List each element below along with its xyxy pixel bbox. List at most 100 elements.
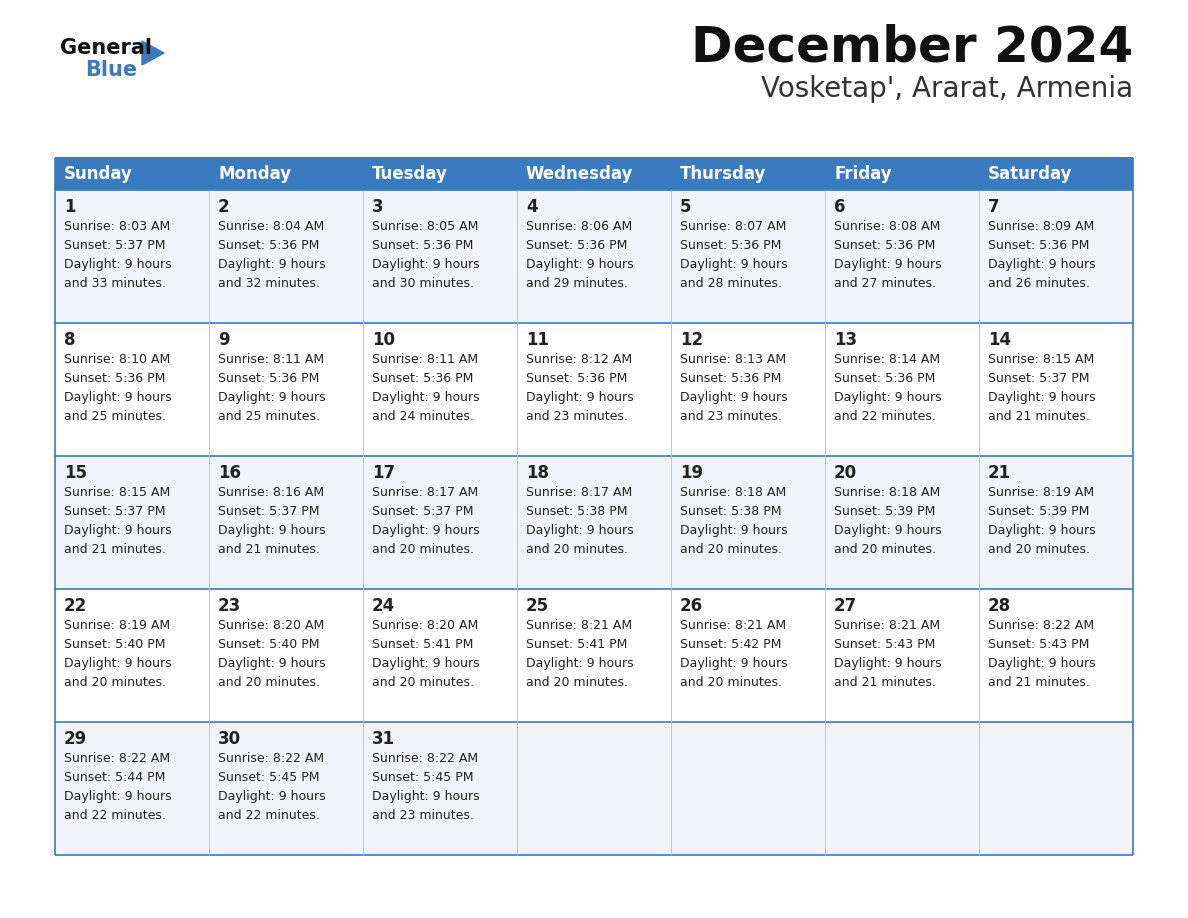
Text: Sunrise: 8:11 AM: Sunrise: 8:11 AM — [219, 353, 324, 366]
Text: Daylight: 9 hours: Daylight: 9 hours — [988, 258, 1095, 271]
Text: Sunrise: 8:21 AM: Sunrise: 8:21 AM — [834, 619, 940, 632]
Text: and 30 minutes.: and 30 minutes. — [372, 277, 474, 290]
Bar — [55, 190, 209, 323]
Text: Sunrise: 8:15 AM: Sunrise: 8:15 AM — [64, 486, 170, 499]
Text: 27: 27 — [834, 597, 858, 615]
Text: Daylight: 9 hours: Daylight: 9 hours — [64, 657, 171, 670]
Text: Sunrise: 8:19 AM: Sunrise: 8:19 AM — [988, 486, 1094, 499]
Text: Sunset: 5:38 PM: Sunset: 5:38 PM — [680, 505, 782, 518]
Text: and 23 minutes.: and 23 minutes. — [372, 809, 474, 822]
Text: 7: 7 — [988, 198, 999, 216]
Text: Sunset: 5:36 PM: Sunset: 5:36 PM — [372, 239, 473, 252]
Text: Daylight: 9 hours: Daylight: 9 hours — [526, 391, 633, 404]
Bar — [979, 158, 1133, 190]
Text: Sunrise: 8:15 AM: Sunrise: 8:15 AM — [988, 353, 1094, 366]
Text: Sunset: 5:36 PM: Sunset: 5:36 PM — [988, 239, 1089, 252]
Bar — [671, 190, 824, 323]
Text: and 21 minutes.: and 21 minutes. — [988, 410, 1089, 423]
Text: Sunrise: 8:22 AM: Sunrise: 8:22 AM — [988, 619, 1094, 632]
Text: 11: 11 — [526, 331, 549, 349]
Text: Sunset: 5:42 PM: Sunset: 5:42 PM — [680, 638, 782, 651]
Text: Sunset: 5:43 PM: Sunset: 5:43 PM — [988, 638, 1089, 651]
Text: Sunrise: 8:18 AM: Sunrise: 8:18 AM — [680, 486, 786, 499]
Text: and 29 minutes.: and 29 minutes. — [526, 277, 628, 290]
Bar — [209, 158, 364, 190]
Text: and 22 minutes.: and 22 minutes. — [834, 410, 936, 423]
Text: Thursday: Thursday — [680, 165, 766, 183]
Text: Sunrise: 8:03 AM: Sunrise: 8:03 AM — [64, 220, 170, 233]
Bar — [517, 589, 671, 722]
Text: Sunrise: 8:04 AM: Sunrise: 8:04 AM — [219, 220, 324, 233]
Bar — [517, 190, 671, 323]
Bar — [824, 323, 979, 456]
Bar — [671, 323, 824, 456]
Text: and 20 minutes.: and 20 minutes. — [372, 543, 474, 556]
Bar — [209, 722, 364, 855]
Bar — [824, 722, 979, 855]
Bar — [55, 456, 209, 589]
Text: Sunrise: 8:10 AM: Sunrise: 8:10 AM — [64, 353, 170, 366]
Text: Blue: Blue — [86, 60, 137, 80]
Bar — [824, 456, 979, 589]
Text: Sunday: Sunday — [64, 165, 133, 183]
Text: 21: 21 — [988, 464, 1011, 482]
Text: Daylight: 9 hours: Daylight: 9 hours — [834, 524, 942, 537]
Text: Daylight: 9 hours: Daylight: 9 hours — [219, 258, 326, 271]
Bar — [671, 456, 824, 589]
Bar — [364, 722, 517, 855]
Text: Daylight: 9 hours: Daylight: 9 hours — [219, 524, 326, 537]
Text: Sunset: 5:37 PM: Sunset: 5:37 PM — [988, 372, 1089, 385]
Bar — [824, 158, 979, 190]
Text: Sunrise: 8:08 AM: Sunrise: 8:08 AM — [834, 220, 941, 233]
Text: 3: 3 — [372, 198, 384, 216]
Text: 5: 5 — [680, 198, 691, 216]
Text: and 21 minutes.: and 21 minutes. — [64, 543, 166, 556]
Text: Sunset: 5:40 PM: Sunset: 5:40 PM — [64, 638, 165, 651]
Text: Sunset: 5:36 PM: Sunset: 5:36 PM — [680, 239, 782, 252]
Text: Sunrise: 8:18 AM: Sunrise: 8:18 AM — [834, 486, 940, 499]
Text: Sunset: 5:41 PM: Sunset: 5:41 PM — [526, 638, 627, 651]
Text: Daylight: 9 hours: Daylight: 9 hours — [834, 258, 942, 271]
Text: and 23 minutes.: and 23 minutes. — [526, 410, 628, 423]
Bar — [364, 589, 517, 722]
Text: and 20 minutes.: and 20 minutes. — [988, 543, 1091, 556]
Text: Sunset: 5:36 PM: Sunset: 5:36 PM — [372, 372, 473, 385]
Text: 12: 12 — [680, 331, 703, 349]
Text: Daylight: 9 hours: Daylight: 9 hours — [64, 524, 171, 537]
Text: Sunrise: 8:17 AM: Sunrise: 8:17 AM — [372, 486, 479, 499]
Text: Sunrise: 8:11 AM: Sunrise: 8:11 AM — [372, 353, 478, 366]
Text: 26: 26 — [680, 597, 703, 615]
Text: and 20 minutes.: and 20 minutes. — [64, 676, 166, 689]
Text: Monday: Monday — [219, 165, 291, 183]
Text: Sunset: 5:36 PM: Sunset: 5:36 PM — [680, 372, 782, 385]
Text: and 25 minutes.: and 25 minutes. — [219, 410, 320, 423]
Text: Sunrise: 8:21 AM: Sunrise: 8:21 AM — [680, 619, 786, 632]
Text: Daylight: 9 hours: Daylight: 9 hours — [526, 524, 633, 537]
Text: 10: 10 — [372, 331, 394, 349]
Text: Sunset: 5:45 PM: Sunset: 5:45 PM — [219, 771, 320, 784]
Text: Sunrise: 8:22 AM: Sunrise: 8:22 AM — [219, 752, 324, 765]
Bar — [824, 589, 979, 722]
Text: 1: 1 — [64, 198, 76, 216]
Text: 19: 19 — [680, 464, 703, 482]
Text: Daylight: 9 hours: Daylight: 9 hours — [219, 790, 326, 803]
Bar — [517, 456, 671, 589]
Text: and 23 minutes.: and 23 minutes. — [680, 410, 782, 423]
Text: and 20 minutes.: and 20 minutes. — [219, 676, 320, 689]
Text: General: General — [61, 38, 152, 58]
Text: Sunset: 5:36 PM: Sunset: 5:36 PM — [64, 372, 165, 385]
Bar — [364, 158, 517, 190]
Text: 17: 17 — [372, 464, 396, 482]
Text: Sunset: 5:37 PM: Sunset: 5:37 PM — [372, 505, 474, 518]
Text: Sunset: 5:41 PM: Sunset: 5:41 PM — [372, 638, 473, 651]
Text: Daylight: 9 hours: Daylight: 9 hours — [834, 657, 942, 670]
Text: Daylight: 9 hours: Daylight: 9 hours — [988, 524, 1095, 537]
Text: Sunrise: 8:06 AM: Sunrise: 8:06 AM — [526, 220, 632, 233]
Text: Tuesday: Tuesday — [372, 165, 448, 183]
Bar — [209, 589, 364, 722]
Text: and 20 minutes.: and 20 minutes. — [372, 676, 474, 689]
Text: Daylight: 9 hours: Daylight: 9 hours — [372, 391, 480, 404]
Text: Daylight: 9 hours: Daylight: 9 hours — [526, 657, 633, 670]
Bar — [979, 190, 1133, 323]
Bar — [979, 722, 1133, 855]
